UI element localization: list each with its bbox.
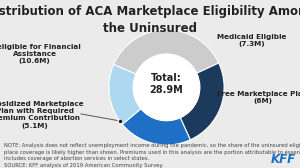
Text: Subsidized Marketplace
Plan with Required
Premium Contribution
(5.1M): Subsidized Marketplace Plan with Require… [0, 101, 83, 129]
Text: NOTE: Analysis does not reflect unemployment income during the pandemic, so the : NOTE: Analysis does not reflect unemploy… [4, 143, 300, 168]
Wedge shape [114, 30, 219, 74]
Wedge shape [109, 65, 141, 124]
Circle shape [133, 54, 200, 121]
Text: KFF: KFF [270, 153, 296, 166]
Text: Distribution of ACA Marketplace Eligibility Among
the Uninsured: Distribution of ACA Marketplace Eligibil… [0, 5, 300, 35]
Wedge shape [122, 109, 190, 145]
Text: Medicaid Eligible
(7.3M): Medicaid Eligible (7.3M) [217, 34, 287, 47]
Text: Free Marketplace Plan
(6M): Free Marketplace Plan (6M) [217, 91, 300, 104]
Text: Total:
28.9M: Total: 28.9M [150, 73, 183, 95]
Text: Ineligible for Financial
Assistance
(10.6M): Ineligible for Financial Assistance (10.… [0, 44, 80, 64]
Wedge shape [180, 63, 224, 140]
